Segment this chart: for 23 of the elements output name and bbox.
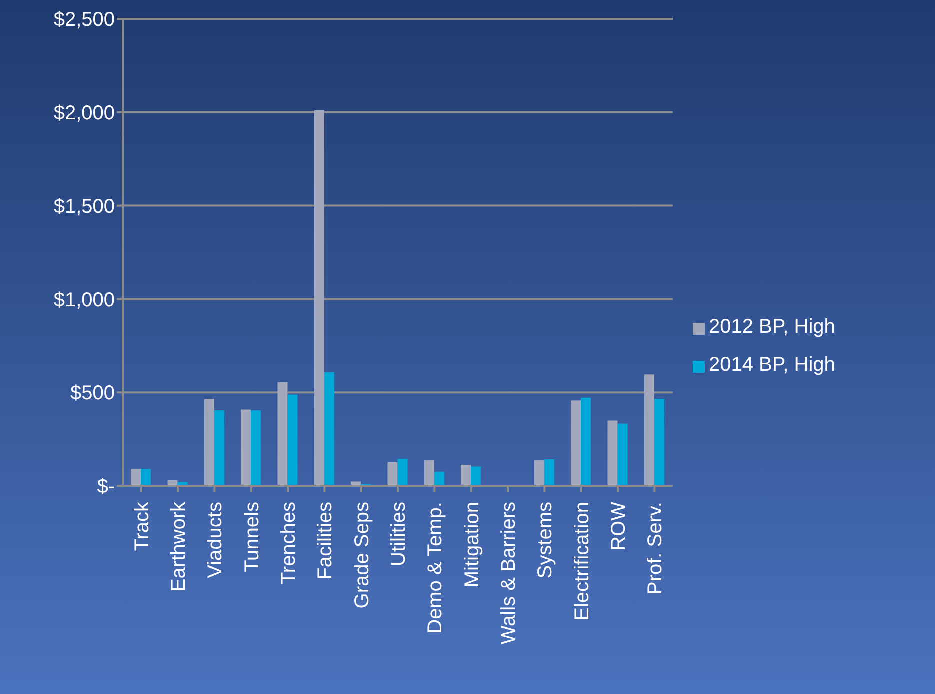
x-tick-label: Systems [534, 502, 557, 579]
legend-label: 2014 BP, High [709, 354, 836, 376]
y-tick-label: $1,000 [54, 289, 115, 312]
y-tick-label: $1,500 [54, 196, 115, 218]
y-tick-label: $2,000 [54, 102, 115, 124]
y-tick-label: $- [97, 476, 115, 498]
y-tick-label: $2,500 [54, 9, 115, 32]
x-tick-label: Walls & Barriers [498, 502, 520, 645]
x-tick-label: Tunnels [241, 502, 264, 572]
y-tick-label: $500 [70, 382, 115, 405]
x-tick-label: Earthwork [168, 501, 190, 592]
x-tick-label: Electrification [571, 502, 594, 621]
x-tick-label: Grade Seps [351, 502, 374, 609]
legend-label: 2012 BP, High [709, 316, 836, 338]
x-tick-label: Trenches [278, 502, 300, 585]
x-tick-label: Utilities [388, 502, 410, 566]
x-tick-label: Viaducts [204, 502, 227, 578]
x-tick-label: Demo & Temp. [424, 502, 447, 634]
x-tick-label: ROW [608, 502, 630, 551]
x-tick-label: Track [131, 501, 154, 552]
x-tick-label: Mitigation [461, 502, 484, 588]
x-tick-label: Facilities [314, 502, 337, 580]
x-tick-label: Prof. Serv. [644, 502, 667, 595]
